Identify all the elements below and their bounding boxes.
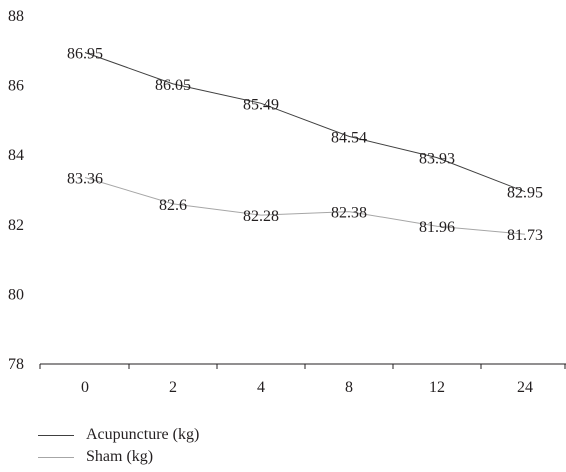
data-label: 83.36 <box>67 170 103 187</box>
data-label: 86.05 <box>155 77 191 94</box>
data-label: 84.54 <box>331 129 367 146</box>
y-tick-label: 82 <box>8 217 24 234</box>
y-axis-tick-labels: 78 80 82 84 86 88 <box>8 8 24 373</box>
data-label: 86.95 <box>67 46 103 63</box>
x-tick-label: 4 <box>257 379 265 396</box>
data-label: 82.6 <box>159 197 187 214</box>
data-label: 82.38 <box>331 205 367 222</box>
data-label: 81.73 <box>507 227 543 244</box>
data-label: 83.93 <box>419 151 455 168</box>
data-label: 82.95 <box>507 185 543 202</box>
data-label: 82.28 <box>243 208 279 225</box>
legend-swatch-acupuncture <box>38 434 74 436</box>
y-tick-label: 78 <box>8 356 24 373</box>
x-axis-tick-labels: 0 2 4 8 12 24 <box>81 379 533 396</box>
legend-item-acupuncture: Acupuncture (kg) <box>38 424 199 446</box>
y-tick-label: 86 <box>8 78 24 95</box>
data-labels: 86.95 86.05 85.49 84.54 83.93 82.95 83.36 82.6 8… <box>67 46 543 245</box>
x-tick-label: 8 <box>345 379 353 396</box>
legend-swatch-sham <box>38 456 74 458</box>
series-lines <box>84 52 526 235</box>
y-tick-label: 84 <box>8 147 24 164</box>
data-label: 81.96 <box>419 219 455 236</box>
x-axis-ticks <box>39 364 566 369</box>
series-line-sham <box>84 177 526 235</box>
x-tick-label: 24 <box>517 379 533 396</box>
legend-item-sham: Sham (kg) <box>38 446 199 468</box>
legend-label-sham: Sham (kg) <box>86 448 154 465</box>
x-tick-label: 12 <box>429 379 445 396</box>
data-label: 85.49 <box>243 96 279 113</box>
x-tick-label: 0 <box>81 379 89 396</box>
y-tick-label: 80 <box>8 286 24 303</box>
y-tick-label: 88 <box>8 8 24 25</box>
legend-label-acupuncture: Acupuncture (kg) <box>86 426 200 443</box>
x-tick-label: 2 <box>169 379 177 396</box>
series-line-acupuncture <box>84 52 526 193</box>
legend: Acupuncture (kg) Sham (kg) <box>38 424 199 468</box>
